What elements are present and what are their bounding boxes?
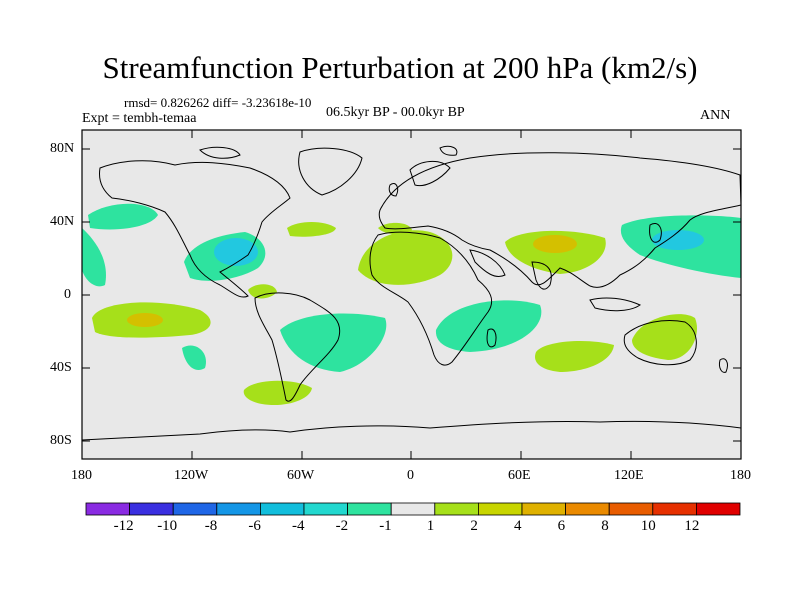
colorbar-swatch — [85, 502, 130, 516]
lat-label-80n: 80N — [50, 141, 75, 156]
period-label: 06.5kyr BP - 00.0kyr BP — [326, 105, 465, 120]
colorbar-swatch — [390, 502, 436, 516]
arctic-islands-coast — [199, 146, 241, 159]
colorbar-swatch — [477, 502, 523, 516]
svalbard-coast — [439, 145, 458, 156]
colorbar-swatch — [347, 502, 392, 516]
north-pacific-west-anomaly — [88, 203, 158, 230]
british-isles-coast — [388, 182, 399, 197]
colorbar-swatch — [216, 502, 261, 516]
south-atlantic-anomaly — [280, 313, 387, 372]
colorbar-label: -1 — [379, 518, 392, 534]
lat-label-40s: 40S — [50, 360, 72, 375]
north-america-coast — [99, 160, 291, 298]
colorbar-swatch — [172, 502, 218, 516]
new-zealand-coast — [719, 358, 728, 373]
season-label: ANN — [700, 108, 731, 123]
north-africa-anomaly — [358, 230, 453, 285]
colorbar-label: 12 — [684, 518, 700, 534]
lat-ticks — [82, 148, 741, 442]
lat-label-0: 0 — [64, 287, 71, 302]
japan-coast — [649, 223, 662, 243]
japan-strong-anomaly — [652, 230, 704, 250]
scandinavia-coast — [409, 161, 451, 187]
south-indian-anomaly — [535, 340, 614, 372]
lon-ticks — [191, 130, 632, 459]
map-background — [82, 130, 741, 459]
colorbar-label: -6 — [248, 518, 261, 534]
colorbar-swatch — [696, 502, 741, 516]
antarctica-coast — [82, 420, 741, 441]
colorbar-swatch — [652, 502, 697, 516]
australia-anomaly — [632, 314, 697, 360]
colorbar-label: -10 — [157, 518, 178, 534]
north-atlantic-anomaly — [287, 222, 336, 237]
colorbar-swatch — [259, 502, 305, 516]
south-america-coast — [254, 292, 341, 402]
australia-coast — [623, 320, 697, 366]
colorbar-label: -2 — [335, 518, 349, 534]
colorbar-swatch — [521, 502, 566, 516]
lat-label-80s: 80S — [50, 433, 72, 448]
madagascar-coast — [486, 328, 497, 348]
indian-ocean-anomaly — [435, 300, 542, 352]
north-america-strong-anomaly — [214, 238, 258, 266]
south-pacific-strong-anomaly — [127, 313, 163, 327]
colorbar-label: -4 — [292, 518, 305, 534]
eurasia-coast — [378, 152, 741, 288]
se-asia-islands-coast — [589, 297, 641, 312]
caribbean-anomaly — [248, 284, 277, 299]
colorbar — [85, 502, 741, 516]
lat-label-40n: 40N — [50, 214, 75, 229]
experiment-label: Expt = tembh-temaa — [82, 111, 197, 126]
africa-coast — [369, 231, 493, 366]
colorbar-swatch — [565, 502, 610, 516]
lon-label-60w: 60W — [287, 468, 315, 483]
colorbar-label: 2 — [470, 518, 478, 534]
colorbar-swatch — [303, 502, 348, 516]
lon-label-180w: 180 — [71, 468, 92, 483]
colorbar-label: -12 — [113, 518, 134, 534]
plot-title: Streamfunction Perturbation at 200 hPa (… — [102, 50, 698, 85]
lon-label-120w: 120W — [174, 468, 209, 483]
colorbar-label: 6 — [557, 518, 566, 534]
colorbar-label: 4 — [514, 518, 522, 534]
tibet-strong-anomaly — [533, 235, 577, 253]
strong-negative-anomaly-regions — [214, 230, 704, 266]
strong-positive-anomaly-regions — [127, 235, 577, 327]
central-pacific-anomaly — [82, 228, 106, 287]
colorbar-label: 1 — [426, 518, 435, 534]
west-pacific-anomaly — [182, 345, 206, 370]
lon-label-120e: 120E — [614, 468, 644, 483]
stats-text: rmsd= 0.826262 diff= -3.23618e-10 — [124, 95, 312, 110]
colorbar-label: 10 — [640, 518, 656, 534]
colorbar-label: -8 — [204, 518, 218, 534]
lon-label-0: 0 — [407, 468, 414, 483]
lon-label-60e: 60E — [508, 468, 531, 483]
colorbar-swatch — [129, 502, 174, 516]
arabia-coast — [469, 249, 506, 277]
colorbar-label: 8 — [601, 518, 609, 534]
india-coast — [531, 261, 552, 290]
coastlines — [82, 145, 741, 441]
colorbar-swatch — [434, 502, 479, 516]
south-america-tip-anomaly — [243, 380, 312, 406]
greenland-coast — [298, 147, 363, 196]
colorbar-swatch — [608, 502, 654, 516]
lon-label-180e: 180 — [730, 468, 751, 483]
